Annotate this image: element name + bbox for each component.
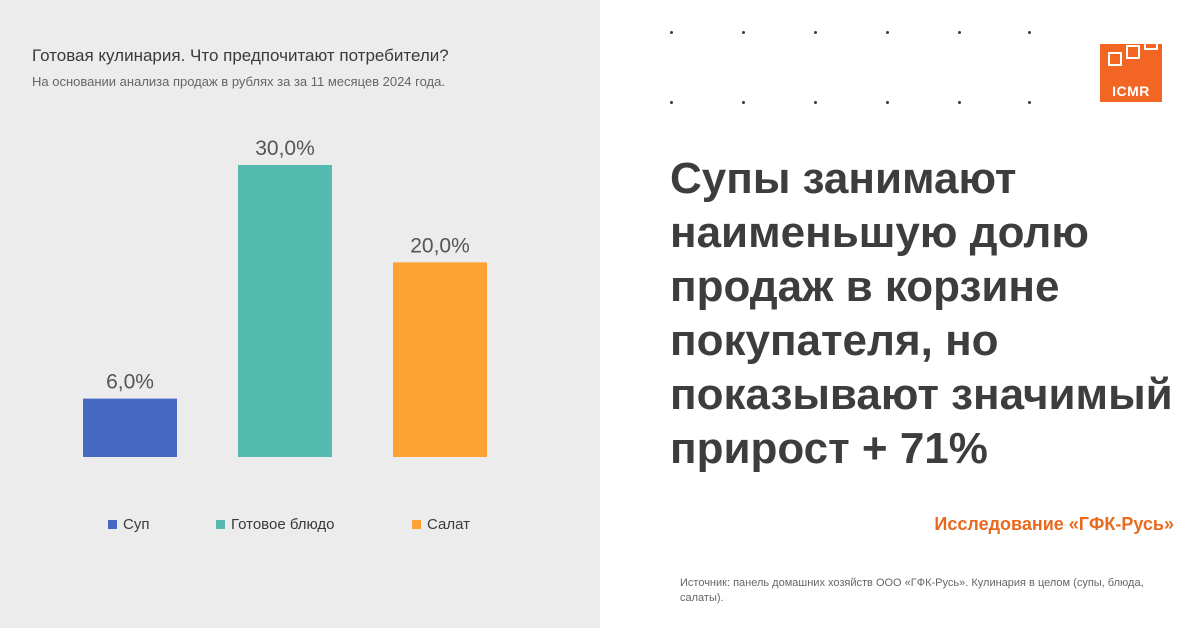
study-label: Исследование «ГФК-Русь»: [934, 514, 1174, 534]
icmr-logo: ICMR: [1100, 36, 1162, 102]
bar-value-label: 20,0%: [410, 234, 470, 257]
logo-square-icon: [1144, 36, 1158, 50]
decorative-dot: [886, 101, 889, 104]
chart-subtitle: На основании анализа продаж в рублях за …: [32, 74, 445, 89]
bar-value-label: 6,0%: [106, 371, 154, 394]
logo-text: ICMR: [1112, 83, 1150, 99]
text-panel: [600, 0, 1200, 628]
legend-item: Салат: [412, 516, 470, 533]
legend-swatch: [216, 520, 225, 529]
logo-square-icon: [1108, 52, 1122, 66]
bar: [393, 262, 487, 457]
legend-swatch: [108, 520, 117, 529]
bar: [238, 165, 332, 457]
decorative-dot: [742, 31, 745, 34]
source-note: Источник: панель домашних хозяйств ООО «…: [680, 577, 1144, 604]
legend-item: Готовое блюдо: [216, 516, 335, 533]
bar-value-label: 30,0%: [255, 137, 315, 160]
bar: [83, 398, 177, 457]
decorative-dot: [1028, 31, 1031, 34]
legend-swatch: [412, 520, 421, 529]
decorative-dot: [886, 31, 889, 34]
decorative-dot: [742, 101, 745, 104]
legend-label: Готовое блюдо: [231, 516, 335, 533]
chart-title: Готовая кулинария. Что предпочитают потр…: [32, 46, 449, 65]
decorative-dot: [1028, 101, 1031, 104]
decorative-dot: [814, 31, 817, 34]
legend-label: Суп: [123, 516, 150, 533]
decorative-dot: [670, 31, 673, 34]
decorative-dot: [958, 31, 961, 34]
decorative-dot: [958, 101, 961, 104]
decorative-dot: [814, 101, 817, 104]
chart-legend: Суп Готовое блюдо Салат: [0, 516, 600, 540]
bar-chart: 6,0% 30,0% 20,0%: [83, 137, 487, 457]
headline: Супы занимают наименьшую долю продаж в к…: [670, 154, 1173, 473]
legend-label: Салат: [427, 516, 470, 533]
legend-item: Суп: [108, 516, 149, 533]
logo-square-icon: [1126, 45, 1140, 59]
decorative-dot: [670, 101, 673, 104]
chart-panel: Готовая кулинария. Что предпочитают потр…: [0, 0, 600, 628]
